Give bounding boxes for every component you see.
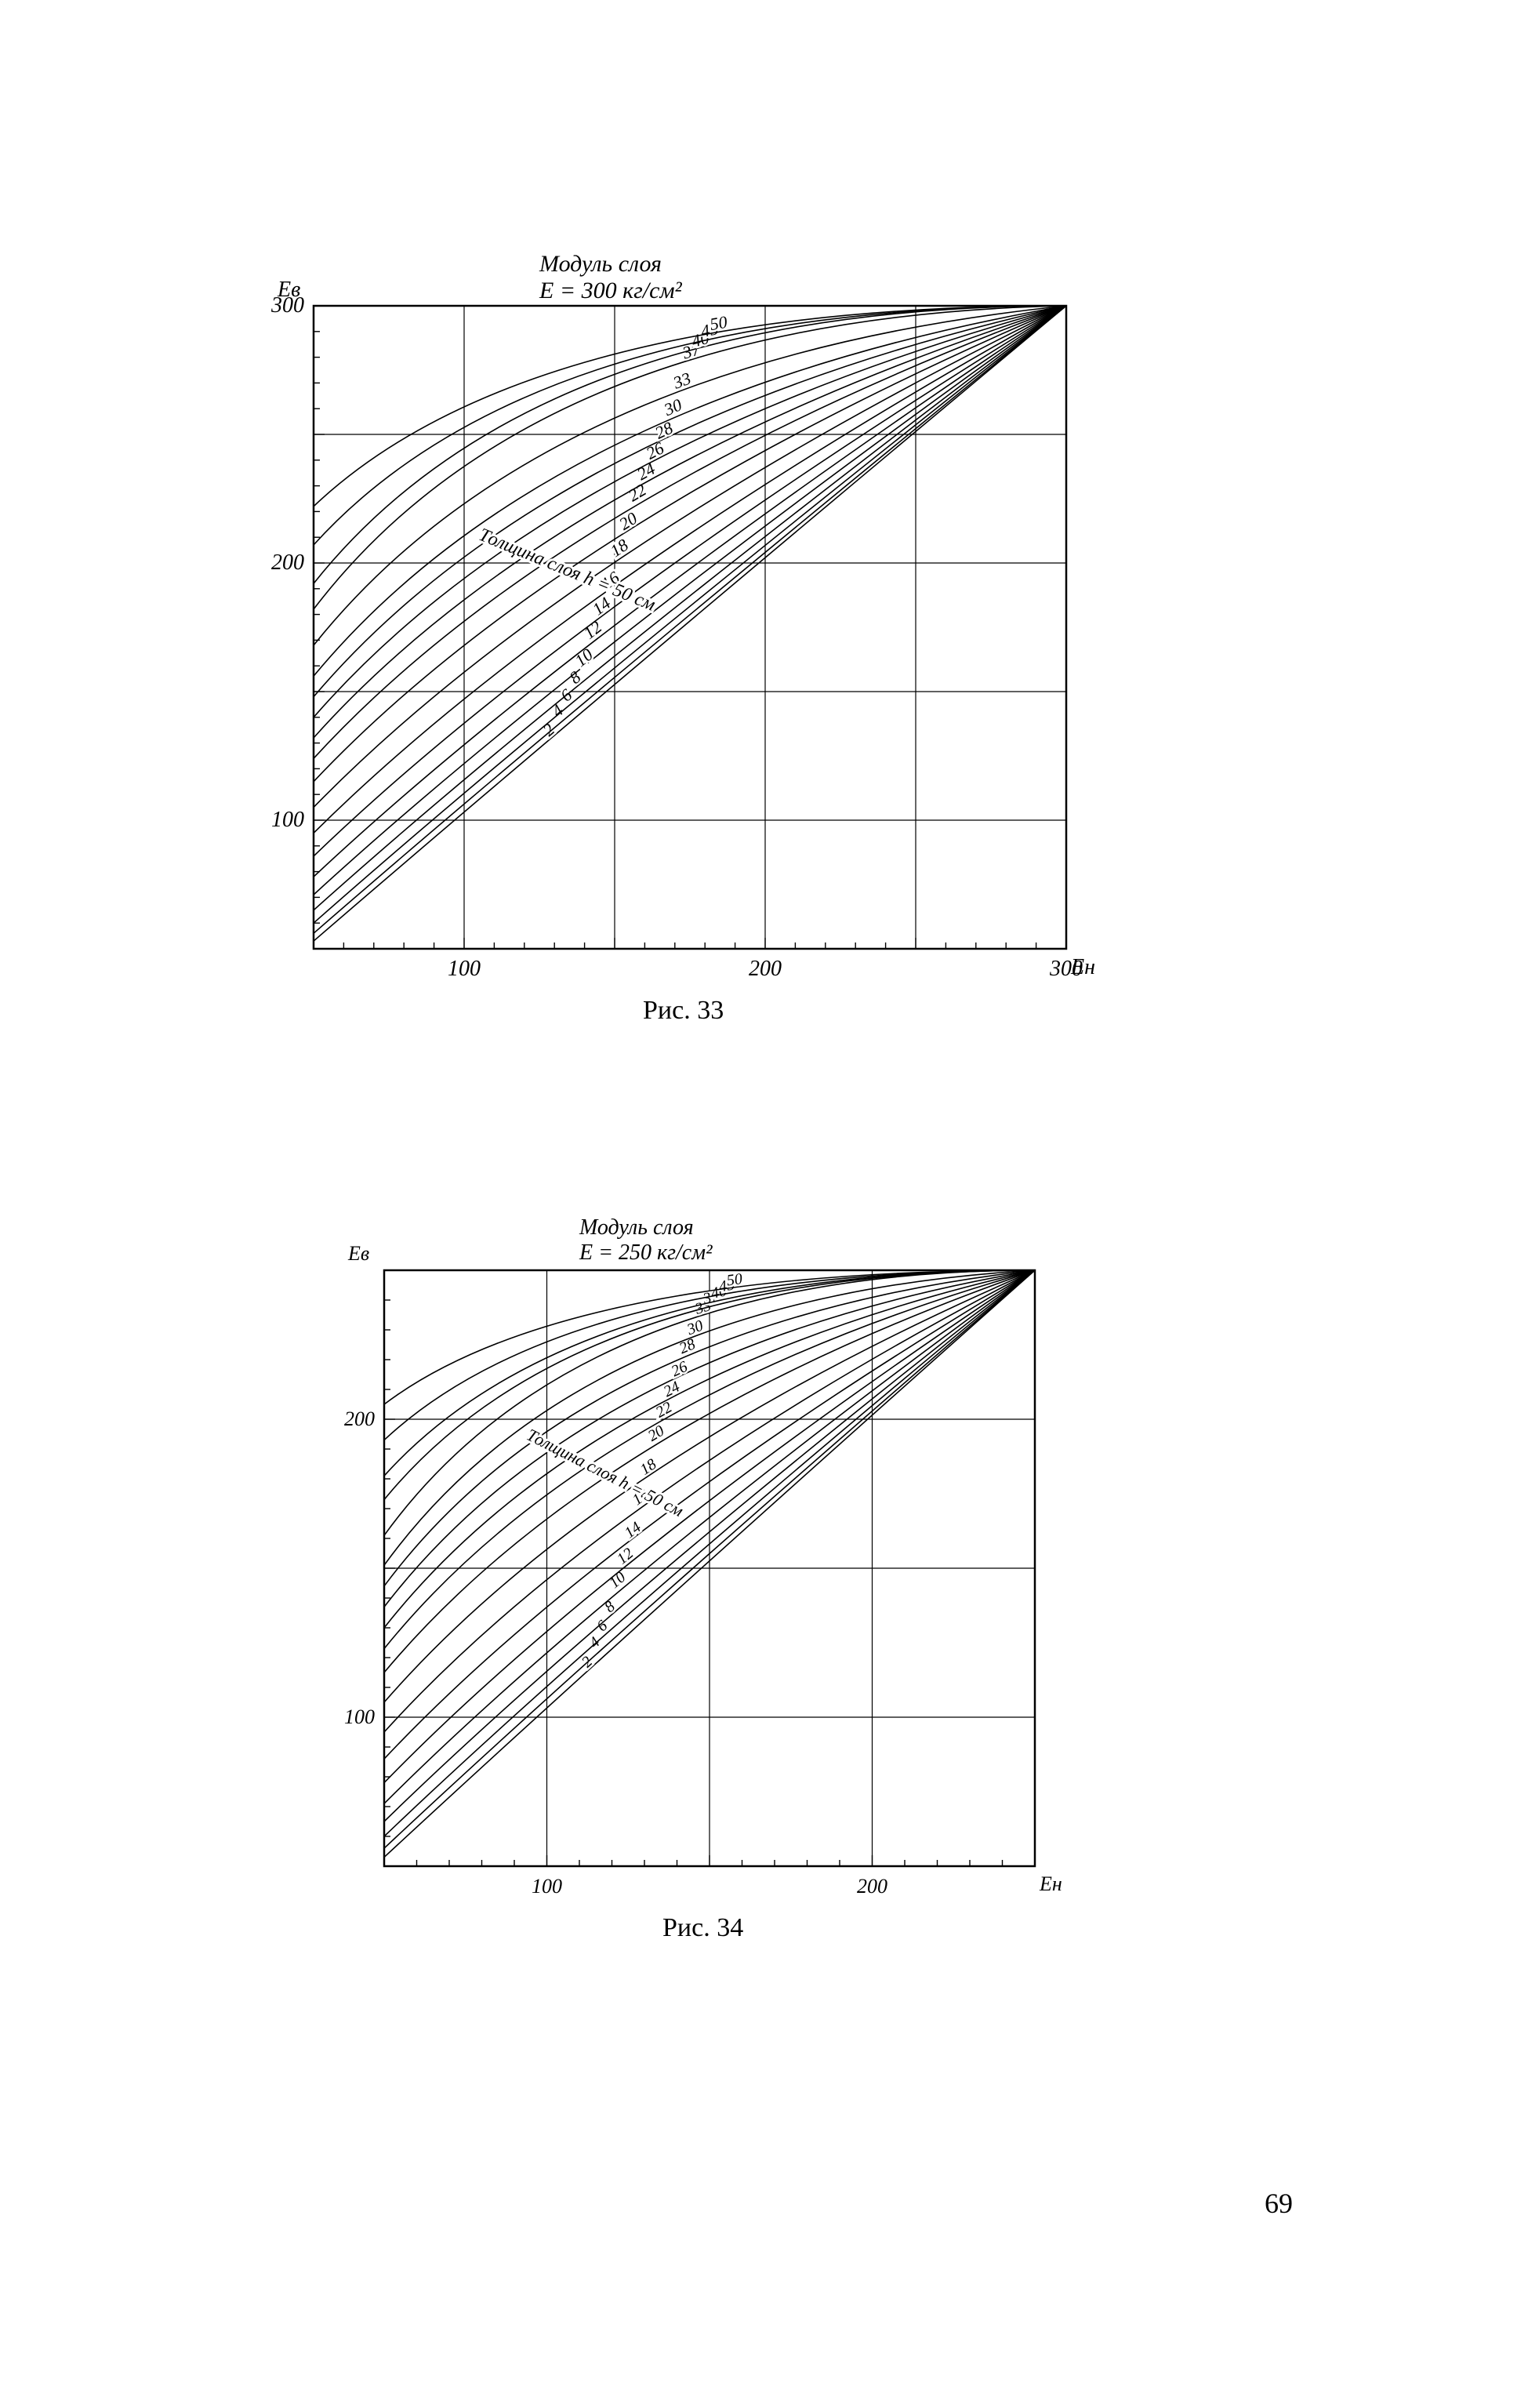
curve-label: 14 bbox=[622, 1519, 644, 1542]
curve-label: 50 bbox=[709, 312, 729, 334]
chart-svg: 1002003001002003002244668810101212141416… bbox=[267, 274, 1090, 980]
curve-label: 4 bbox=[548, 700, 567, 721]
curve-label: 30 bbox=[660, 394, 684, 419]
curve-label: 33 bbox=[670, 369, 693, 393]
curve-label: 12 bbox=[614, 1545, 637, 1568]
curve-label: 26 bbox=[669, 1358, 690, 1380]
curve-label: 20 bbox=[615, 508, 641, 534]
curve-label: 8 bbox=[601, 1598, 619, 1616]
curve-label: 10 bbox=[571, 645, 597, 670]
figure-34: Модуль слоя E = 250 кг/см² Eв Eн 1002001… bbox=[337, 1223, 1058, 1898]
svg-text:200: 200 bbox=[857, 1875, 887, 1898]
svg-text:100: 100 bbox=[532, 1875, 562, 1898]
svg-text:200: 200 bbox=[749, 957, 782, 980]
curve-label: 50 bbox=[726, 1270, 744, 1289]
page: Модуль слоя E = 300 кг/см² Eв Eн 100 200 3… bbox=[0, 0, 1528, 2408]
y-axis-label: Eв bbox=[348, 1242, 369, 1266]
svg-text:100: 100 bbox=[344, 1705, 375, 1728]
curve-label: 18 bbox=[607, 535, 632, 561]
thickness-label: Толщина слоя h = 50 см bbox=[476, 525, 659, 616]
figure-caption: Рис. 33 bbox=[643, 996, 724, 1026]
chart-header-line2: E = 300 кг/см² bbox=[539, 278, 682, 304]
chart-svg: 1002001002002244668810101212141416161818… bbox=[337, 1223, 1058, 1898]
curve-label: 24 bbox=[661, 1378, 683, 1400]
svg-text:100: 100 bbox=[448, 957, 481, 980]
svg-text:200: 200 bbox=[344, 1407, 375, 1430]
figure-33: Модуль слоя E = 300 кг/см² Eв Eн 1002003… bbox=[267, 274, 1090, 980]
page-number: 69 bbox=[1265, 2187, 1293, 2220]
x-axis-label: Eн bbox=[1071, 955, 1095, 980]
curve-label: 18 bbox=[637, 1455, 660, 1478]
x-axis-label: Eн bbox=[1040, 1872, 1062, 1896]
chart-header-line1: Модуль слоя bbox=[539, 251, 662, 278]
svg-text:200: 200 bbox=[271, 550, 304, 575]
chart-header-line1: Модуль слоя bbox=[579, 1215, 694, 1240]
chart-header-line2: E = 250 кг/см² bbox=[579, 1240, 713, 1266]
y-axis-label: Eв bbox=[278, 278, 300, 303]
figure-caption: Рис. 34 bbox=[662, 1913, 743, 1943]
svg-text:100: 100 bbox=[271, 808, 304, 832]
curve-label: 8 bbox=[565, 667, 584, 688]
curve-label: 20 bbox=[645, 1422, 667, 1445]
